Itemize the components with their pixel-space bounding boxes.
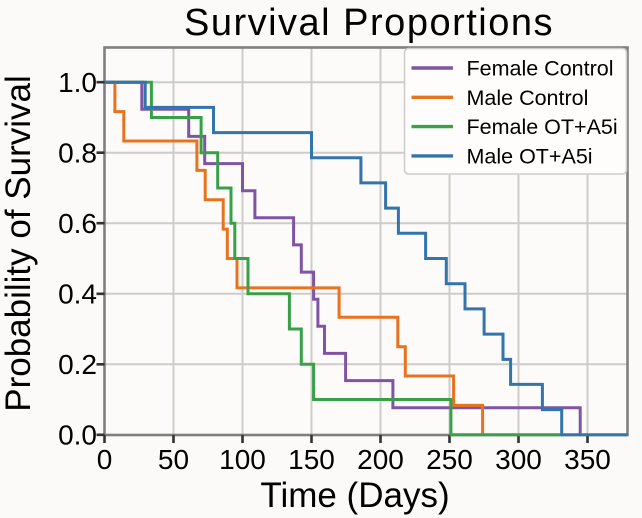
- svg-text:0.4: 0.4: [58, 279, 97, 310]
- svg-text:250: 250: [426, 444, 473, 475]
- svg-text:0.2: 0.2: [58, 349, 97, 380]
- svg-text:150: 150: [288, 444, 335, 475]
- svg-text:0.8: 0.8: [58, 138, 97, 169]
- svg-text:Female Control: Female Control: [467, 57, 614, 81]
- svg-text:100: 100: [219, 444, 266, 475]
- svg-text:Probability of Survival: Probability of Survival: [0, 75, 38, 412]
- svg-text:1.0: 1.0: [58, 67, 97, 98]
- svg-text:Female OT+A5i: Female OT+A5i: [467, 115, 618, 139]
- svg-text:0.0: 0.0: [58, 420, 97, 451]
- svg-text:200: 200: [357, 444, 404, 475]
- svg-text:Male Control: Male Control: [467, 86, 589, 110]
- svg-text:Survival Proportions: Survival Proportions: [184, 2, 554, 44]
- svg-text:0: 0: [97, 444, 113, 475]
- svg-text:0.6: 0.6: [58, 208, 97, 239]
- svg-text:Male OT+A5i: Male OT+A5i: [467, 144, 593, 168]
- svg-text:Time (Days): Time (Days): [260, 476, 449, 515]
- svg-text:350: 350: [564, 444, 611, 475]
- svg-text:50: 50: [158, 444, 189, 475]
- svg-text:300: 300: [495, 444, 542, 475]
